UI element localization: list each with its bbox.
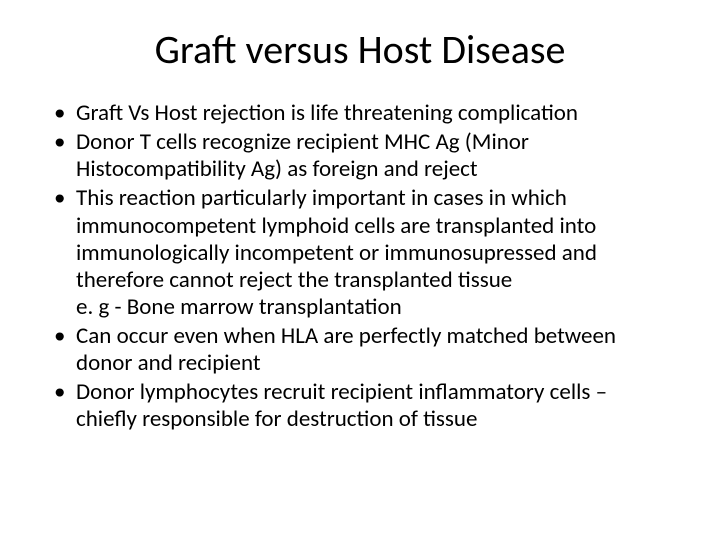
list-item: Graft Vs Host rejection is life threaten… (50, 100, 670, 127)
list-item: Can occur even when HLA are perfectly ma… (50, 323, 670, 377)
bullet-text: Donor lymphocytes recruit recipient infl… (76, 378, 607, 433)
bullet-text: Can occur even when HLA are perfectly ma… (76, 322, 616, 377)
bullet-text: Donor T cells recognize recipient MHC Ag… (76, 128, 529, 183)
slide: Graft versus Host Disease Graft Vs Host … (0, 0, 720, 540)
bullet-text: Graft Vs Host rejection is life threaten… (76, 99, 578, 127)
bullet-list: Graft Vs Host rejection is life threaten… (40, 100, 680, 436)
list-item: Donor lymphocytes recruit recipient infl… (50, 379, 670, 433)
bullet-subtext: e. g - Bone marrow transplantation (76, 294, 670, 321)
list-item: Donor T cells recognize recipient MHC Ag… (50, 129, 670, 183)
list-item: This reaction particularly important in … (50, 185, 670, 321)
bullet-text: This reaction particularly important in … (76, 184, 597, 293)
slide-title: Graft versus Host Disease (40, 28, 680, 72)
